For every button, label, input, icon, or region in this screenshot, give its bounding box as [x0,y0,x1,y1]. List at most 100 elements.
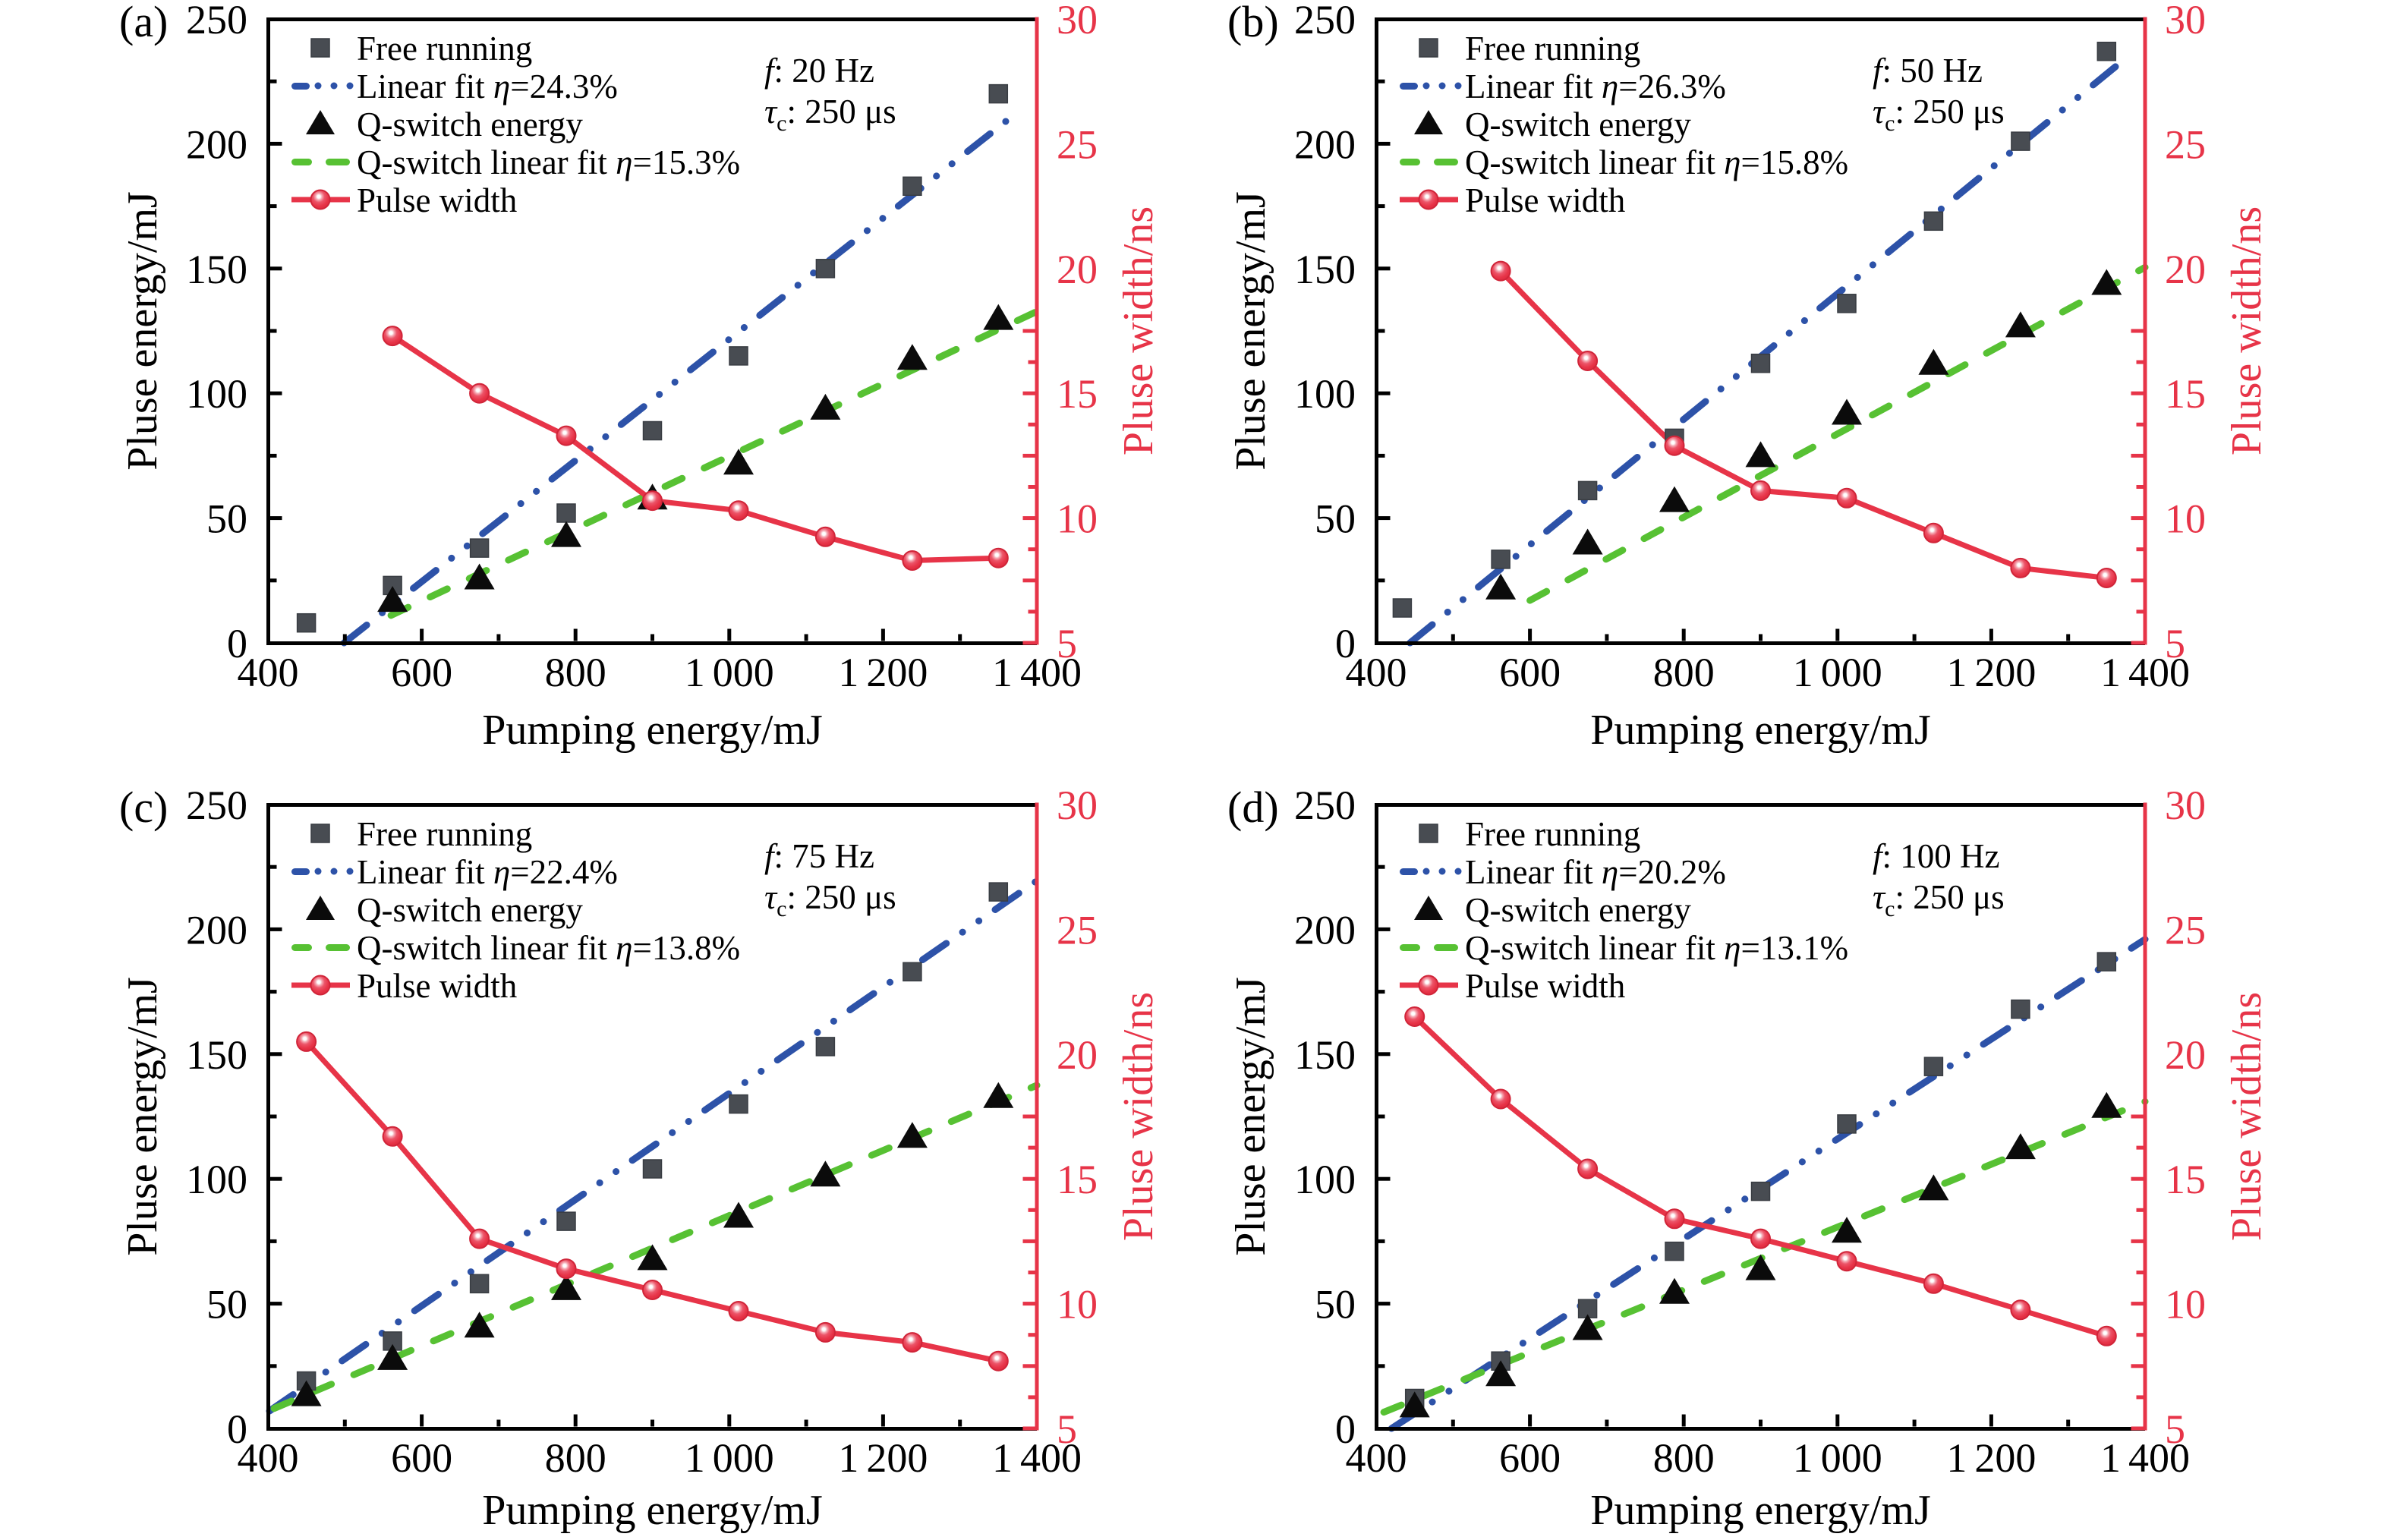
svg-text:250: 250 [1294,783,1356,828]
svg-text:250: 250 [186,783,247,828]
svg-text:600: 600 [1499,1435,1561,1481]
svg-text:f: 50 Hz: f: 50 Hz [1873,52,1983,90]
svg-text:25: 25 [2165,907,2206,953]
svg-text:30: 30 [1057,783,1098,828]
svg-text:20: 20 [2165,1032,2206,1078]
svg-text:f: 75 Hz: f: 75 Hz [764,837,874,875]
svg-text:Linear fit η=26.3%: Linear fit η=26.3% [1465,68,1726,106]
svg-text:0: 0 [227,1406,247,1452]
svg-text:Q-switch energy: Q-switch energy [1465,891,1691,929]
svg-text:Pluse energy/mJ: Pluse energy/mJ [1227,191,1274,471]
svg-text:(a): (a) [119,0,168,46]
svg-text:f: 20 Hz: f: 20 Hz [764,52,874,90]
svg-text:Pluse width/ns: Pluse width/ns [1115,992,1162,1241]
svg-text:Pulse width: Pulse width [1465,967,1625,1005]
svg-text:600: 600 [391,1435,452,1481]
svg-text:τc: 250 μs: τc: 250 μs [764,878,896,921]
svg-text:100: 100 [1294,1157,1356,1202]
svg-text:20: 20 [1057,1032,1098,1078]
svg-text:100: 100 [186,371,247,417]
svg-text:(d): (d) [1227,783,1279,832]
svg-text:400: 400 [1346,650,1407,695]
svg-text:10: 10 [1057,1282,1098,1327]
svg-text:Q-switch linear fit η=15.8%: Q-switch linear fit η=15.8% [1465,143,1848,181]
svg-text:Linear fit η=24.3%: Linear fit η=24.3% [357,68,618,106]
svg-text:Q-switch linear fit η=13.1%: Q-switch linear fit η=13.1% [1465,929,1848,967]
svg-text:0: 0 [1335,621,1356,666]
svg-text:50: 50 [1315,1282,1356,1327]
svg-text:Pulse width: Pulse width [357,967,517,1005]
svg-text:0: 0 [1335,1406,1356,1452]
svg-text:50: 50 [206,1282,247,1327]
svg-text:0: 0 [227,621,247,666]
svg-text:Pumping energy/mJ: Pumping energy/mJ [1590,707,1931,754]
svg-text:Q-switch energy: Q-switch energy [357,891,583,929]
svg-text:50: 50 [1315,496,1356,542]
svg-text:800: 800 [545,650,606,695]
svg-text:Linear fit η=20.2%: Linear fit η=20.2% [1465,853,1726,891]
svg-text:(b): (b) [1227,0,1279,46]
svg-text:Pluse energy/mJ: Pluse energy/mJ [119,977,166,1256]
svg-text:Pulse width: Pulse width [357,181,517,219]
svg-text:Free running: Free running [357,30,532,68]
svg-text:Pluse energy/mJ: Pluse energy/mJ [1227,977,1274,1256]
svg-text:15: 15 [1057,371,1098,417]
svg-text:15: 15 [1057,1157,1098,1202]
svg-text:τc: 250 μs: τc: 250 μs [1873,93,2005,136]
svg-text:Free running: Free running [357,815,532,853]
svg-text:25: 25 [1057,121,1098,167]
svg-text:Pluse width/ns: Pluse width/ns [2223,206,2270,455]
svg-text:Q-switch energy: Q-switch energy [1465,106,1691,143]
svg-text:10: 10 [2165,1282,2206,1327]
svg-text:400: 400 [1346,1435,1407,1481]
svg-text:150: 150 [186,247,247,292]
svg-text:Pumping energy/mJ: Pumping energy/mJ [482,1487,823,1534]
svg-text:150: 150 [1294,247,1356,292]
svg-text:20: 20 [2165,247,2206,292]
svg-text:Free running: Free running [1465,30,1640,68]
svg-text:15: 15 [2165,1157,2206,1202]
svg-text:Pumping energy/mJ: Pumping energy/mJ [482,707,823,754]
svg-text:5: 5 [1057,1406,1077,1452]
svg-text:τc: 250 μs: τc: 250 μs [1873,878,2005,921]
svg-text:25: 25 [1057,907,1098,953]
svg-text:Pulse width: Pulse width [1465,181,1625,219]
svg-text:Free running: Free running [1465,815,1640,853]
svg-text:Pluse width/ns: Pluse width/ns [1115,206,1162,455]
svg-text:τc: 250 μs: τc: 250 μs [764,93,896,136]
svg-text:5: 5 [1057,621,1077,666]
svg-text:200: 200 [1294,121,1356,167]
svg-text:100: 100 [186,1157,247,1202]
svg-text:Pumping energy/mJ: Pumping energy/mJ [1590,1487,1931,1534]
svg-text:Q-switch energy: Q-switch energy [357,106,583,143]
svg-text:400: 400 [238,1435,299,1481]
svg-text:(c): (c) [119,783,168,832]
svg-text:200: 200 [186,121,247,167]
svg-text:Q-switch linear fit η=15.3%: Q-switch linear fit η=15.3% [357,143,740,181]
svg-text:50: 50 [206,496,247,542]
svg-text:f: 100 Hz: f: 100 Hz [1873,837,2000,875]
svg-text:100: 100 [1294,371,1356,417]
svg-text:150: 150 [186,1032,247,1078]
svg-text:20: 20 [1057,247,1098,292]
svg-text:30: 30 [2165,783,2206,828]
svg-text:Pluse width/ns: Pluse width/ns [2223,992,2270,1241]
svg-text:800: 800 [545,1435,606,1481]
svg-text:200: 200 [186,907,247,953]
svg-text:10: 10 [1057,496,1098,542]
svg-text:600: 600 [391,650,452,695]
svg-text:10: 10 [2165,496,2206,542]
svg-text:Pluse energy/mJ: Pluse energy/mJ [119,191,166,471]
svg-text:200: 200 [1294,907,1356,953]
svg-text:30: 30 [1057,0,1098,43]
